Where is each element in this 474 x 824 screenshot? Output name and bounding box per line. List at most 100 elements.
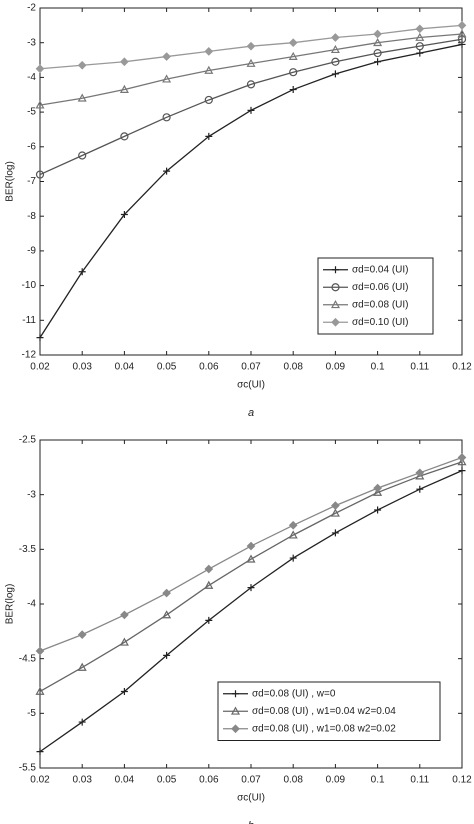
- legend-label: σd=0.06 (UI): [352, 282, 408, 293]
- marker: [246, 541, 256, 551]
- x-tick-label: 0.04: [115, 362, 135, 373]
- legend-label: σd=0.08 (UI) , w=0: [252, 688, 336, 699]
- x-tick-label: 0.05: [157, 362, 177, 373]
- y-tick-label: -4: [27, 599, 36, 610]
- y-tick-label: -3.5: [19, 544, 37, 555]
- y-tick-label: -11: [22, 315, 36, 326]
- marker: [331, 529, 339, 537]
- marker: [416, 49, 424, 57]
- marker: [331, 33, 340, 42]
- marker: [163, 167, 171, 175]
- x-tick-label: 0.06: [199, 362, 219, 373]
- marker: [204, 95, 213, 105]
- y-tick-label: -4: [27, 72, 36, 83]
- marker: [119, 84, 129, 93]
- x-tick-label: 0.08: [283, 775, 303, 786]
- legend-label: σd=0.04 (UI): [352, 264, 408, 275]
- legend-label: σd=0.08 (UI): [352, 299, 408, 310]
- y-tick-label: -9: [27, 246, 36, 257]
- y-tick-label: -2: [27, 3, 36, 14]
- marker: [120, 687, 128, 695]
- legend-marker: [331, 317, 340, 327]
- marker: [415, 42, 424, 51]
- series-line: [39, 33, 463, 106]
- marker: [77, 93, 87, 102]
- x-tick-label: 0.09: [326, 775, 346, 786]
- series-line: [39, 38, 463, 176]
- marker: [162, 588, 171, 598]
- marker: [162, 74, 172, 83]
- marker: [77, 60, 87, 70]
- marker: [288, 520, 298, 530]
- y-tick-label: -5: [27, 107, 36, 118]
- y-tick-label: -4.5: [19, 653, 37, 664]
- marker: [162, 610, 172, 619]
- legend-label: σd=0.08 (UI) , w1=0.08 w2=0.02: [252, 723, 396, 734]
- x-tick-label: 0.06: [199, 775, 219, 786]
- marker: [289, 86, 297, 94]
- marker: [120, 132, 129, 141]
- marker: [247, 106, 255, 114]
- marker: [330, 44, 340, 54]
- marker: [204, 47, 214, 56]
- y-tick-label: -3: [27, 37, 36, 48]
- series-line: [39, 461, 463, 693]
- y-tick-label: -2.5: [19, 435, 37, 446]
- marker: [373, 49, 382, 58]
- marker: [120, 210, 128, 218]
- marker: [204, 65, 214, 74]
- x-tick-label: 0.1: [371, 775, 385, 786]
- y-tick-label: -3: [27, 489, 36, 500]
- marker: [78, 718, 86, 726]
- legend-marker: [230, 706, 241, 715]
- x-tick-label: 0.09: [326, 362, 346, 373]
- y-axis-label: BER(log): [5, 161, 16, 202]
- marker: [374, 58, 382, 66]
- marker: [331, 57, 340, 66]
- x-tick-label: 0.05: [157, 775, 177, 786]
- x-axis-label: σc(UI): [237, 793, 265, 804]
- marker: [289, 554, 297, 562]
- y-tick-label: -5.5: [19, 763, 37, 774]
- marker: [36, 748, 44, 756]
- marker: [373, 487, 383, 496]
- caption: a: [248, 407, 254, 419]
- marker: [331, 501, 340, 510]
- marker: [162, 113, 171, 122]
- marker: [373, 29, 382, 39]
- y-tick-label: -8: [27, 211, 36, 222]
- marker: [457, 35, 467, 44]
- marker: [78, 151, 87, 160]
- marker: [289, 68, 298, 77]
- legend-marker: [330, 300, 341, 309]
- marker: [246, 41, 256, 51]
- x-tick-label: 0.03: [72, 775, 92, 786]
- x-tick-label: 0.03: [72, 362, 92, 373]
- marker: [416, 485, 424, 493]
- x-tick-label: 0.12: [452, 362, 472, 373]
- marker: [288, 51, 298, 60]
- caption: b: [248, 820, 254, 824]
- marker: [35, 686, 45, 695]
- marker: [457, 29, 467, 38]
- y-tick-label: -7: [27, 176, 36, 187]
- x-tick-label: 0.07: [241, 775, 261, 786]
- legend-box: [217, 681, 441, 741]
- marker: [205, 616, 213, 624]
- y-tick-label: -10: [22, 280, 37, 291]
- marker: [246, 58, 256, 67]
- marker: [35, 170, 45, 179]
- legend-marker: [231, 724, 240, 734]
- marker: [163, 651, 171, 659]
- marker: [35, 100, 45, 109]
- x-tick-label: 0.11: [410, 362, 429, 373]
- marker: [35, 646, 45, 656]
- marker: [288, 38, 298, 48]
- marker: [374, 506, 382, 514]
- marker: [78, 268, 86, 276]
- marker: [457, 457, 467, 466]
- x-tick-label: 0.02: [30, 775, 50, 786]
- marker: [77, 630, 87, 639]
- x-axis-label: σc(UI): [237, 380, 265, 391]
